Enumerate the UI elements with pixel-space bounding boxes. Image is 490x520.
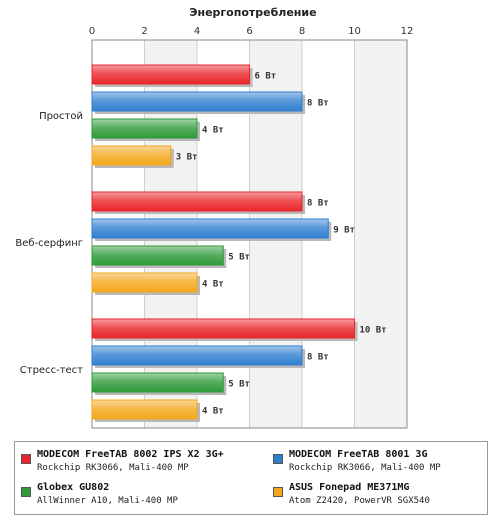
x-tick-label: 10 [348,26,361,37]
x-tick-label: 6 [246,26,252,37]
legend-series-spec: AllWinner A10, Mali-400 MP [37,496,178,506]
data-label: 5 Вт [228,380,250,390]
legend-swatch-red [21,454,31,464]
data-label: 4 Вт [202,407,224,417]
legend: MODECOM FreeTAB 8002 IPS X2 3G+ Rockchip… [14,441,488,515]
x-tick-label: 4 [194,26,200,37]
legend-swatch-orange [273,487,283,497]
legend-series-spec: Atom Z2420, PowerVR SGX540 [289,496,430,506]
x-tick-label: 12 [401,26,414,37]
data-label: 5 Вт [228,253,250,263]
legend-series-name: Globex GU802 [37,482,110,493]
bar [91,372,224,393]
bar [91,191,303,212]
category-label: Простой [39,111,83,122]
bar [91,399,198,420]
data-label: 8 Вт [307,353,329,363]
bar [91,272,198,293]
bar [91,145,172,166]
category-label: Веб-серфинг [15,238,83,249]
legend-series-name: ASUS Fonepad ME371MG [289,482,410,493]
data-label: 6 Вт [255,72,277,82]
bar [91,118,198,139]
bar [91,91,303,112]
bar [91,245,224,266]
energy-chart: Энергопотребление 0 2 4 6 8 10 12 Простой Веб-с… [15,6,414,429]
legend-series-spec: Rockchip RK3066, Mali-400 MP [289,463,441,473]
chart-title: Энергопотребление [189,6,316,19]
bar [91,64,250,85]
data-label: 3 Вт [176,153,198,163]
legend-swatch-green [21,487,31,497]
category-label: Стресс-тест [20,365,83,376]
x-tick-label: 0 [89,26,95,37]
legend-series-spec: Rockchip RK3066, Mali-400 MP [37,463,189,473]
data-label: 8 Вт [307,199,329,209]
data-label: 10 Вт [360,326,387,336]
legend-swatch-blue [273,454,283,464]
legend-series-name: MODECOM FreeTAB 8001 3G [289,449,428,460]
x-tick-label: 8 [299,26,305,37]
bar [91,318,355,339]
bar [91,345,303,366]
plot-band [354,40,407,428]
x-tick-label: 2 [141,26,147,37]
data-label: 8 Вт [307,99,329,109]
bar [91,218,329,239]
data-label: 9 Вт [333,226,355,236]
legend-series-name: MODECOM FreeTAB 8002 IPS X2 3G+ [37,449,224,460]
data-label: 4 Вт [202,280,224,290]
data-label: 4 Вт [202,126,224,136]
